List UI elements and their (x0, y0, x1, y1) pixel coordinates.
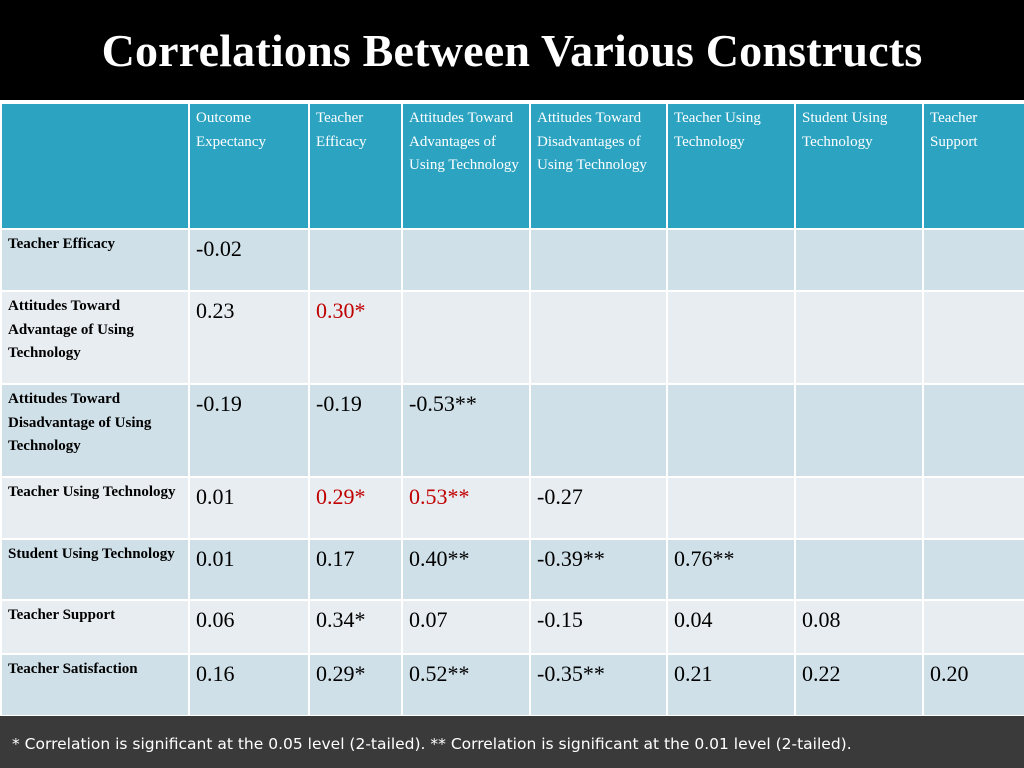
correlation-cell: -0.53** (401, 383, 531, 478)
correlation-cell (794, 383, 924, 478)
correlation-table-container: Outcome Expectancy Teacher Efficacy Atti… (0, 100, 1024, 717)
correlation-cell: -0.35** (529, 653, 668, 717)
correlation-cell: -0.19 (188, 383, 310, 478)
correlation-cell: 0.23 (188, 290, 310, 385)
correlation-cell (308, 228, 403, 292)
correlation-cell (666, 228, 796, 292)
correlation-cell (922, 538, 1024, 601)
correlation-cell: -0.19 (308, 383, 403, 478)
correlation-cell (794, 290, 924, 385)
correlation-cell (666, 476, 796, 540)
table-row: Student Using Technology 0.01 0.17 0.40** -0… (0, 538, 1024, 601)
row-label: Teacher Satisfaction (0, 653, 190, 717)
row-label: Attitudes Toward Advantage of Using Tech… (0, 290, 190, 385)
slide-title: Correlations Between Various Constructs (101, 24, 923, 76)
correlation-cell: 0.01 (188, 538, 310, 601)
row-label: Teacher Efficacy (0, 228, 190, 292)
correlation-cell (794, 228, 924, 292)
correlation-cell (922, 476, 1024, 540)
correlation-cell: 0.01 (188, 476, 310, 540)
correlation-cell (794, 538, 924, 601)
column-header: Teacher Using Technology (666, 102, 796, 230)
correlation-cell (666, 290, 796, 385)
table-row: Attitudes Toward Advantage of Using Tech… (0, 290, 1024, 385)
row-label: Attitudes Toward Disadvantage of Using T… (0, 383, 190, 478)
table-row: Teacher Support 0.06 0.34* 0.07 -0.15 0.04 0.0… (0, 599, 1024, 655)
row-label: Teacher Using Technology (0, 476, 190, 540)
correlation-cell (529, 290, 668, 385)
correlation-cell: 0.07 (401, 599, 531, 655)
correlation-cell: 0.76** (666, 538, 796, 601)
table-header-row: Outcome Expectancy Teacher Efficacy Atti… (0, 102, 1024, 230)
row-label: Teacher Support (0, 599, 190, 655)
correlation-cell (529, 383, 668, 478)
correlation-cell (922, 290, 1024, 385)
correlation-cell: 0.53** (401, 476, 531, 540)
correlation-cell: 0.30* (308, 290, 403, 385)
column-header: Student Using Technology (794, 102, 924, 230)
correlation-cell: 0.21 (666, 653, 796, 717)
correlation-cell (922, 383, 1024, 478)
correlation-cell (666, 383, 796, 478)
correlation-cell (401, 290, 531, 385)
correlation-cell: -0.27 (529, 476, 668, 540)
table-row: Teacher Efficacy -0.02 (0, 228, 1024, 292)
correlation-cell: 0.40** (401, 538, 531, 601)
correlation-table: Outcome Expectancy Teacher Efficacy Atti… (0, 102, 1024, 717)
correlation-cell: 0.17 (308, 538, 403, 601)
correlation-cell (922, 599, 1024, 655)
correlation-cell: 0.08 (794, 599, 924, 655)
correlation-cell: -0.15 (529, 599, 668, 655)
footnote: * Correlation is significant at the 0.05… (0, 716, 1024, 768)
correlation-cell: 0.29* (308, 653, 403, 717)
table-row: Attitudes Toward Disadvantage of Using T… (0, 383, 1024, 478)
correlation-cell: 0.20 (922, 653, 1024, 717)
correlation-cell: 0.22 (794, 653, 924, 717)
correlation-cell (794, 476, 924, 540)
correlation-cell: 0.52** (401, 653, 531, 717)
correlation-cell: 0.06 (188, 599, 310, 655)
corner-cell (0, 102, 190, 230)
row-label: Student Using Technology (0, 538, 190, 601)
column-header: Attitudes Toward Advantages of Using Tec… (401, 102, 531, 230)
column-header: Teacher Support (922, 102, 1024, 230)
correlation-cell (401, 228, 531, 292)
correlation-cell: 0.29* (308, 476, 403, 540)
correlation-cell: -0.02 (188, 228, 310, 292)
table-row: Teacher Satisfaction 0.16 0.29* 0.52** -0.35… (0, 653, 1024, 717)
column-header: Outcome Expectancy (188, 102, 310, 230)
table-row: Teacher Using Technology 0.01 0.29* 0.53** -… (0, 476, 1024, 540)
column-header: Attitudes Toward Disadvantages of Using … (529, 102, 668, 230)
correlation-cell: 0.34* (308, 599, 403, 655)
correlation-cell: 0.16 (188, 653, 310, 717)
correlation-cell (922, 228, 1024, 292)
column-header: Teacher Efficacy (308, 102, 403, 230)
correlation-cell: 0.04 (666, 599, 796, 655)
correlation-cell: -0.39** (529, 538, 668, 601)
correlation-cell (529, 228, 668, 292)
